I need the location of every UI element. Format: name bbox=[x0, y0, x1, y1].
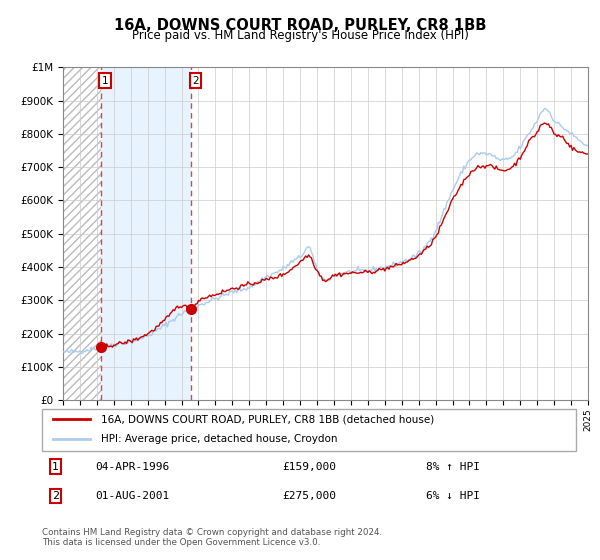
Bar bbox=[63, 67, 101, 400]
Text: 16A, DOWNS COURT ROAD, PURLEY, CR8 1BB (detached house): 16A, DOWNS COURT ROAD, PURLEY, CR8 1BB (… bbox=[101, 414, 434, 424]
Text: 04-APR-1996: 04-APR-1996 bbox=[95, 461, 170, 472]
Text: 1: 1 bbox=[102, 76, 109, 86]
Text: 6% ↓ HPI: 6% ↓ HPI bbox=[427, 491, 481, 501]
Text: Contains HM Land Registry data © Crown copyright and database right 2024.: Contains HM Land Registry data © Crown c… bbox=[42, 528, 382, 536]
FancyBboxPatch shape bbox=[42, 409, 576, 451]
Text: 2: 2 bbox=[192, 76, 199, 86]
Text: HPI: Average price, detached house, Croydon: HPI: Average price, detached house, Croy… bbox=[101, 434, 337, 444]
Text: 1: 1 bbox=[52, 461, 59, 472]
Text: 8% ↑ HPI: 8% ↑ HPI bbox=[427, 461, 481, 472]
Text: 01-AUG-2001: 01-AUG-2001 bbox=[95, 491, 170, 501]
Text: Price paid vs. HM Land Registry's House Price Index (HPI): Price paid vs. HM Land Registry's House … bbox=[131, 29, 469, 42]
Bar bbox=[101, 67, 191, 400]
Text: This data is licensed under the Open Government Licence v3.0.: This data is licensed under the Open Gov… bbox=[42, 538, 320, 547]
Text: £159,000: £159,000 bbox=[283, 461, 337, 472]
Text: £275,000: £275,000 bbox=[283, 491, 337, 501]
Text: 2: 2 bbox=[52, 491, 59, 501]
Text: 16A, DOWNS COURT ROAD, PURLEY, CR8 1BB: 16A, DOWNS COURT ROAD, PURLEY, CR8 1BB bbox=[114, 18, 486, 33]
